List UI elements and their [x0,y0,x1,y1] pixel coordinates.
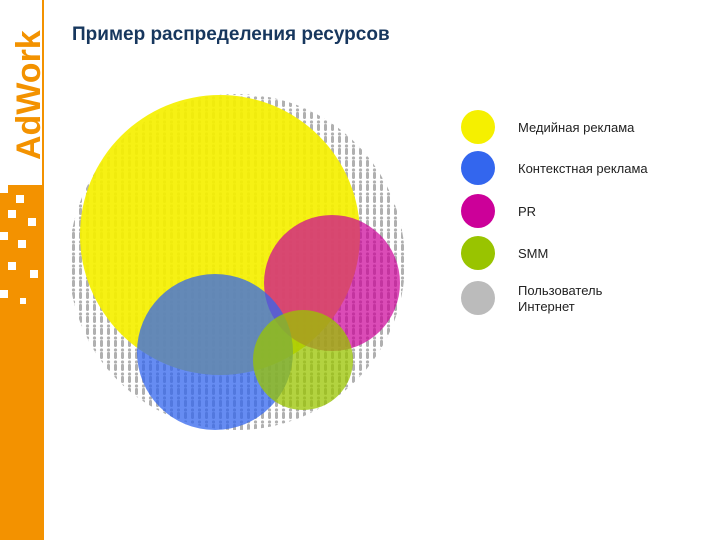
pixel-pattern [0,185,38,304]
divider [42,0,44,540]
legend-label: Медийная реклама [518,120,635,135]
context-circle [137,274,293,430]
legend-label: Контекстная реклама [518,161,648,176]
logo: AdWork [10,30,48,160]
legend-label: Пользователь [518,283,603,298]
legend: Медийная реклама Контекстная реклама PR SMM… [461,110,648,315]
legend-label: Интернет [518,299,575,314]
legend-swatch [461,236,495,270]
legend-swatch [461,151,495,185]
legend-swatch [461,110,495,144]
legend-label: PR [518,204,536,219]
smm-circle [253,310,353,410]
legend-swatch [461,194,495,228]
legend-label: SMM [518,246,548,261]
title: Пример распределения ресурсов [72,24,390,45]
legend-swatch [461,281,495,315]
